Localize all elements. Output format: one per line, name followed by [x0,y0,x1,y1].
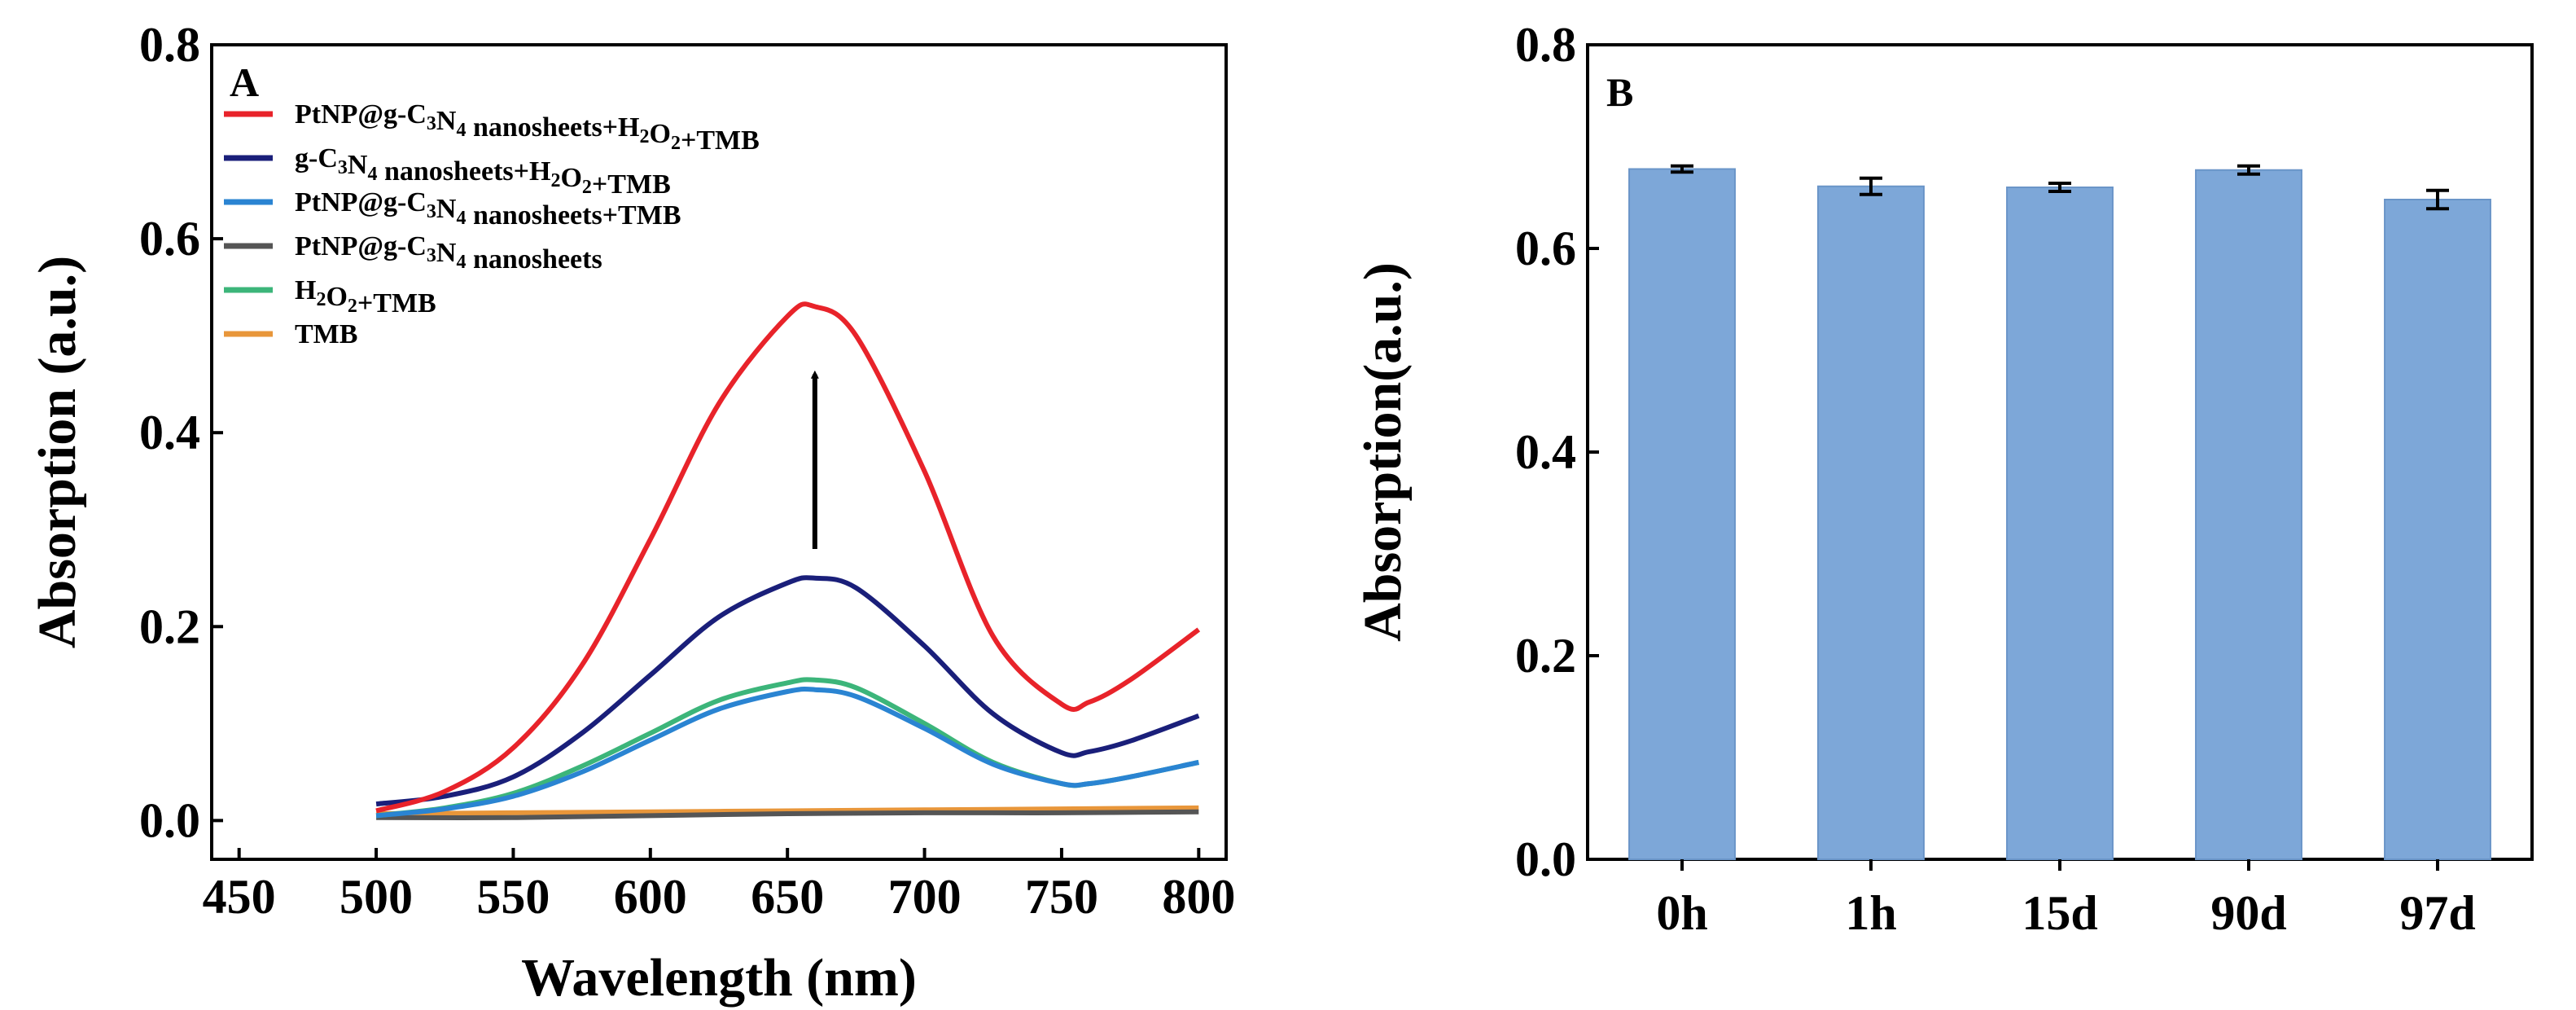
a-legend-label-part: g-C [295,143,338,173]
a-xtick-label: 600 [614,870,687,924]
panel-b-letter: B [1606,69,1633,115]
b-xtick-label: 1h [1845,886,1896,940]
panel-a: 0.0 0.2 0.4 0.6 0.8 450 500 550 600 650 700 750 800… [28,18,1235,1008]
b-bar-1h [1817,185,1925,860]
b-ytick-label: 0.6 [1515,222,1576,275]
a-legend-label-part: 2 [316,289,326,310]
a-legend-label-part: PtNP@g-C [295,231,427,261]
a-ytick-label: 0.0 [139,793,200,847]
b-xtick-label: 90d [2210,886,2286,940]
b-bar-90d [2195,169,2302,860]
b-xtick-label: 97d [2399,886,2475,940]
a-series-line-1 [375,575,1200,807]
a-legend-label-part: nanosheets+H [466,112,639,143]
a-legend-label-part: 2 [348,296,357,317]
b-ytick-label: 0.4 [1515,425,1576,479]
a-legend-label: TMB [295,319,357,349]
panel-b-x-ticks: 0h 1h 15d 90d 97d [1656,859,2476,940]
a-ytick-label: 0.2 [139,599,200,653]
a-legend-label: PtNP@g-C3N4 nanosheets+TMB [295,187,681,231]
a-legend-label-part: 3 [427,113,436,134]
a-legend-label: g-C3N4 nanosheets+H2O2+TMB [295,143,671,200]
a-legend-label: PtNP@g-C3N4 nanosheets [295,231,602,274]
a-legend-label-part: O [326,282,347,312]
b-xtick-label: 0h [1656,886,1707,940]
a-xtick-label: 500 [340,870,413,924]
a-legend-label-part: 2 [550,170,560,191]
panel-a-letter: A [230,59,259,105]
a-legend-label-part: N [348,150,368,180]
a-legend-label-part: N [436,194,457,224]
a-legend-label-part: nanosheets+TMB [466,200,681,231]
a-xtick-label: 750 [1025,870,1098,924]
a-legend-label-part: 4 [456,252,466,273]
panel-a-x-axis-title: Wavelength (nm) [521,948,917,1008]
a-xtick-label: 700 [888,870,962,924]
a-series-line-0 [375,301,1201,814]
a-ytick-label: 0.4 [139,406,200,459]
panel-a-y-ticks: 0.0 0.2 0.4 0.6 0.8 [139,18,223,847]
a-series-line-4 [375,677,1199,819]
b-bar-97d [2384,199,2491,860]
a-xtick-label: 800 [1162,870,1235,924]
a-legend-label-part: nanosheets [466,244,602,274]
a-ytick-label: 0.6 [139,212,200,266]
b-bar-15d [2006,187,2114,860]
a-legend-label-part: PtNP@g-C [295,187,427,217]
a-series-line-2 [375,686,1199,819]
a-series-line-5 [376,805,1199,816]
b-ytick-label: 0.2 [1515,629,1576,683]
a-series-line-3 [376,809,1199,820]
a-legend-label-part: 4 [367,164,377,185]
a-legend-label-part: 4 [456,120,466,141]
a-legend-label-part: TMB [295,319,357,349]
a-legend-label-part: 2 [582,177,592,198]
a-legend-label-part: +TMB [357,288,436,318]
a-legend-label-part: O [560,163,581,193]
panel-a-x-ticks: 450 500 550 600 650 700 750 800 [203,848,1235,924]
a-legend-label-part: 3 [338,157,348,178]
b-ytick-label: 0.8 [1515,18,1576,72]
a-xtick-label: 650 [751,870,824,924]
a-legend-label-part: 4 [456,208,466,229]
panel-a-series-lines [375,301,1201,820]
a-legend-label-part: +TMB [592,169,671,200]
a-legend-label-part: N [436,238,457,268]
panel-b-y-ticks: 0.0 0.2 0.4 0.6 0.8 [1515,18,1599,886]
a-legend-label-part: 2 [671,133,681,154]
a-ytick-label: 0.8 [139,18,200,72]
a-legend-label-part: 3 [427,245,436,266]
panel-a-y-axis-title: Absorption (a.u.) [28,256,87,648]
a-xtick-label: 450 [203,870,276,924]
b-xtick-label: 15d [2022,886,2097,940]
a-legend-label-part: nanosheets+H [377,156,550,187]
b-ytick-label: 0.0 [1515,832,1576,886]
a-legend-label: PtNP@g-C3N4 nanosheets+H2O2+TMB [295,99,760,156]
a-legend-label-part: 3 [427,201,436,222]
panel-b-bars [1628,164,2491,860]
a-legend-label-part: +TMB [681,125,760,156]
a-legend-label-part: N [436,106,457,136]
a-xtick-label: 550 [476,870,550,924]
panel-a-plot-frame [210,43,1228,861]
panel-b: 0.0 0.2 0.4 0.6 0.8 0h 1h 15d 90d 97d B Absorpti… [1353,18,2534,940]
a-legend-label-part: PtNP@g-C [295,99,427,130]
a-legend-label-part: 2 [640,126,650,147]
a-legend-label-part: H [295,275,316,305]
a-legend-label-part: O [650,119,671,149]
b-bar-0h [1628,168,1736,860]
panel-b-y-axis-title: Absorption(a.u.) [1353,262,1413,642]
a-legend-label: H2O2+TMB [295,275,436,318]
